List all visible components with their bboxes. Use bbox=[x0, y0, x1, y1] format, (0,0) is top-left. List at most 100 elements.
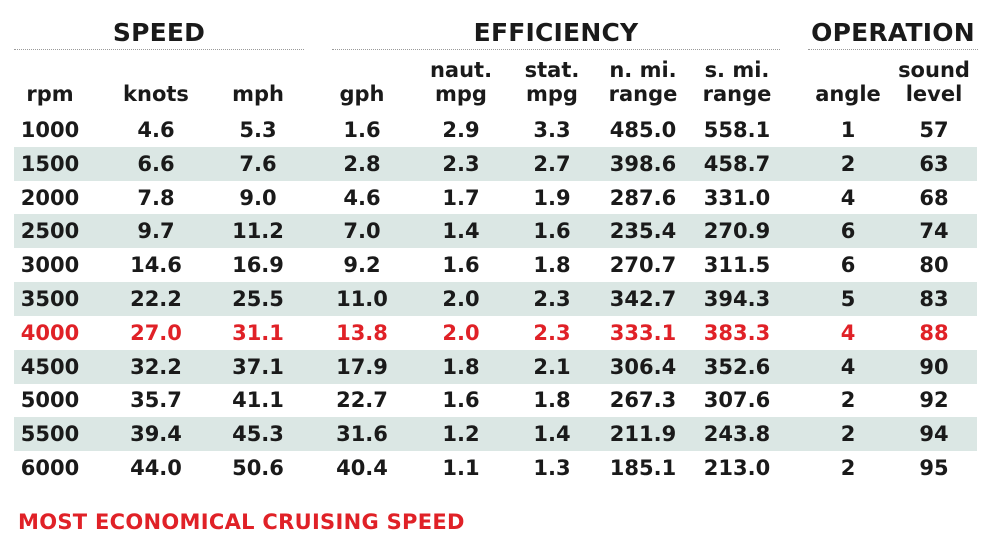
col-header-gph: gph bbox=[316, 56, 408, 106]
cell-stat-mpg: 1.8 bbox=[533, 253, 571, 278]
cell-mph: 11.2 bbox=[232, 219, 284, 244]
cell-rpm: 1500 bbox=[20, 151, 80, 176]
col-header-n-mi-range: n. mi. range bbox=[597, 56, 689, 106]
cell-n-mi-range: 185.1 bbox=[609, 456, 677, 480]
cell-sound-level: 83 bbox=[919, 287, 949, 311]
operation-group-rule bbox=[808, 49, 978, 50]
cell-gph: 31.6 bbox=[336, 422, 388, 447]
cell-mph: 25.5 bbox=[232, 287, 284, 311]
col-header-sound-level: sound level bbox=[888, 56, 980, 106]
col-header-line: gph bbox=[339, 82, 385, 106]
cell-sound-level: 74 bbox=[919, 219, 949, 244]
cell-stat-mpg: 2.7 bbox=[533, 151, 571, 176]
cell-s-mi-range: 394.3 bbox=[703, 287, 771, 311]
cell-knots: 4.6 bbox=[137, 118, 175, 142]
cell-angle: 4 bbox=[840, 185, 856, 210]
cell-rpm: 1000 bbox=[20, 118, 80, 142]
col-header-naut-mpg: naut. mpg bbox=[415, 56, 507, 106]
table-row: 3000 14.6 16.9 9.2 1.6 1.8 270.7 311.5 6 80 bbox=[14, 248, 977, 282]
cell-naut-mpg: 2.3 bbox=[442, 151, 480, 176]
cell-stat-mpg: 1.6 bbox=[533, 219, 571, 244]
cell-rpm: 6000 bbox=[20, 456, 80, 480]
table-row: 5500 39.4 45.3 31.6 1.2 1.4 211.9 243.8 2 94 bbox=[14, 417, 977, 452]
cell-angle: 6 bbox=[840, 219, 856, 244]
cell-mph: 45.3 bbox=[232, 422, 284, 447]
col-header-line: mpg bbox=[435, 82, 487, 106]
speed-group-title: SPEED bbox=[112, 18, 206, 47]
cell-knots: 35.7 bbox=[130, 388, 182, 413]
cell-sound-level: 88 bbox=[919, 320, 949, 345]
cell-n-mi-range: 342.7 bbox=[609, 287, 677, 311]
cell-stat-mpg: 1.8 bbox=[533, 388, 571, 413]
cell-angle: 5 bbox=[840, 287, 856, 311]
cell-knots: 32.2 bbox=[130, 354, 182, 379]
table-row: 5000 35.7 41.1 22.7 1.6 1.8 267.3 307.6 2 92 bbox=[14, 383, 977, 417]
speed-group-rule bbox=[14, 49, 304, 50]
col-header-line: level bbox=[905, 82, 963, 106]
cell-s-mi-range: 331.0 bbox=[703, 185, 771, 210]
col-header-line: sound bbox=[898, 58, 970, 82]
cell-knots: 44.0 bbox=[130, 456, 182, 480]
cell-stat-mpg: 2.1 bbox=[533, 354, 571, 379]
cell-s-mi-range: 311.5 bbox=[703, 253, 771, 278]
cell-angle: 2 bbox=[840, 456, 856, 480]
col-header-line: stat. bbox=[524, 58, 580, 82]
cell-naut-mpg: 1.6 bbox=[442, 253, 480, 278]
cell-stat-mpg: 1.4 bbox=[533, 422, 571, 447]
cell-gph: 40.4 bbox=[336, 456, 388, 480]
cell-s-mi-range: 458.7 bbox=[703, 151, 771, 176]
cell-sound-level: 68 bbox=[919, 185, 949, 210]
cell-sound-level: 80 bbox=[919, 253, 949, 278]
cell-mph: 37.1 bbox=[232, 354, 284, 379]
cell-mph: 9.0 bbox=[239, 185, 277, 210]
cell-naut-mpg: 1.7 bbox=[442, 185, 480, 210]
cell-naut-mpg: 2.0 bbox=[442, 287, 480, 311]
cell-knots: 9.7 bbox=[137, 219, 175, 244]
cell-gph: 1.6 bbox=[343, 118, 381, 142]
col-header-stat-mpg: stat. mpg bbox=[506, 56, 598, 106]
table-row: 4000 27.0 31.1 13.8 2.0 2.3 333.1 383.3 4 88 bbox=[14, 316, 977, 350]
cell-mph: 50.6 bbox=[232, 456, 284, 480]
cell-n-mi-range: 398.6 bbox=[609, 151, 677, 176]
cell-gph: 9.2 bbox=[343, 253, 381, 278]
col-header-rpm: rpm bbox=[4, 56, 96, 106]
table-row: 6000 44.0 50.6 40.4 1.1 1.3 185.1 213.0 2 95 bbox=[14, 451, 977, 485]
cell-knots: 6.6 bbox=[137, 151, 175, 176]
cell-rpm: 4500 bbox=[20, 354, 80, 379]
cell-rpm: 2000 bbox=[20, 185, 80, 210]
cell-sound-level: 95 bbox=[919, 456, 949, 480]
cell-gph: 13.8 bbox=[336, 320, 388, 345]
table-row: 3500 22.2 25.5 11.0 2.0 2.3 342.7 394.3 5 83 bbox=[14, 282, 977, 316]
cell-s-mi-range: 307.6 bbox=[703, 388, 771, 413]
col-header-mph: mph bbox=[212, 56, 304, 106]
cell-naut-mpg: 2.9 bbox=[442, 118, 480, 142]
col-header-line: rpm bbox=[26, 82, 74, 106]
cell-gph: 11.0 bbox=[336, 287, 388, 311]
table-row: 2000 7.8 9.0 4.6 1.7 1.9 287.6 331.0 4 68 bbox=[14, 181, 977, 215]
cell-rpm: 5500 bbox=[20, 422, 80, 447]
col-header-line: mpg bbox=[526, 82, 578, 106]
col-header-s-mi-range: s. mi. range bbox=[691, 56, 783, 106]
col-header-line: s. mi. bbox=[704, 58, 770, 82]
cell-n-mi-range: 267.3 bbox=[609, 388, 677, 413]
cell-stat-mpg: 2.3 bbox=[533, 287, 571, 311]
cell-n-mi-range: 235.4 bbox=[609, 219, 677, 244]
efficiency-group-title: EFFICIENCY bbox=[473, 18, 639, 47]
cell-n-mi-range: 485.0 bbox=[609, 118, 677, 142]
cell-angle: 2 bbox=[840, 151, 856, 176]
cell-knots: 27.0 bbox=[130, 320, 182, 345]
cell-naut-mpg: 1.2 bbox=[442, 422, 480, 447]
cell-gph: 4.6 bbox=[343, 185, 381, 210]
footnote: MOST ECONOMICAL CRUISING SPEED bbox=[18, 510, 465, 534]
col-header-knots: knots bbox=[110, 56, 202, 106]
cell-angle: 2 bbox=[840, 388, 856, 413]
cell-mph: 7.6 bbox=[239, 151, 277, 176]
table-row: 1000 4.6 5.3 1.6 2.9 3.3 485.0 558.1 1 57 bbox=[14, 113, 977, 147]
cell-angle: 4 bbox=[840, 354, 856, 379]
cell-gph: 17.9 bbox=[336, 354, 388, 379]
cell-n-mi-range: 270.7 bbox=[609, 253, 677, 278]
cell-stat-mpg: 3.3 bbox=[533, 118, 571, 142]
cell-mph: 5.3 bbox=[239, 118, 277, 142]
cell-sound-level: 57 bbox=[919, 118, 949, 142]
cell-naut-mpg: 1.6 bbox=[442, 388, 480, 413]
